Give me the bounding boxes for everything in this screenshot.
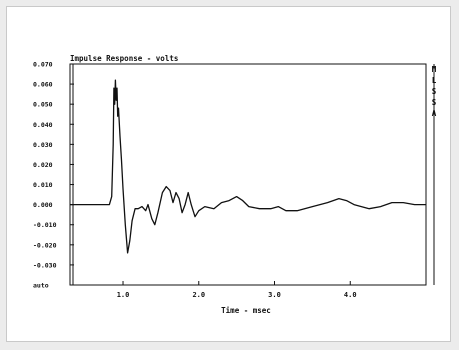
y-axis-ticks: 0.070 0.060 0.050 0.040 0.030 0.020 0.010 0.000… xyxy=(33,61,74,290)
side-label-l: L xyxy=(432,76,437,85)
y-tick-label: -0.020 xyxy=(33,241,57,249)
x-tick-label: 4.0 xyxy=(344,291,357,299)
side-label-s2: S xyxy=(432,98,437,107)
x-axis-ticks: 1.0 2.0 3.0 4.0 xyxy=(117,281,357,299)
plot-area xyxy=(69,63,427,286)
y-tick-label: auto xyxy=(33,282,49,290)
side-label-m: M xyxy=(432,65,437,74)
figure-frame xyxy=(6,6,451,342)
y-tick-label: 0.060 xyxy=(33,81,53,89)
y-tick-label: 0.030 xyxy=(33,141,53,149)
y-tick-label: -0.030 xyxy=(33,261,57,269)
y-tick-label: 0.050 xyxy=(33,101,53,109)
y-tick-label: 0.010 xyxy=(33,181,53,189)
series-layer xyxy=(70,79,426,254)
side-label-s1: S xyxy=(432,87,437,96)
y-tick-label: 0.040 xyxy=(33,121,53,129)
x-axis-label: Time - msec xyxy=(221,306,271,315)
y-tick-label: -0.010 xyxy=(33,221,57,229)
x-tick-label: 3.0 xyxy=(268,291,281,299)
y-tick-label: 0.000 xyxy=(33,201,53,209)
chart-title: Impulse Response - volts xyxy=(70,54,178,63)
impulse-response-line xyxy=(70,79,426,254)
x-tick-label: 1.0 xyxy=(117,291,130,299)
y-tick-label: 0.070 xyxy=(33,61,53,69)
side-label-a: A xyxy=(432,109,437,118)
y-tick-label: 0.020 xyxy=(33,161,53,169)
x-tick-label: 2.0 xyxy=(192,291,205,299)
